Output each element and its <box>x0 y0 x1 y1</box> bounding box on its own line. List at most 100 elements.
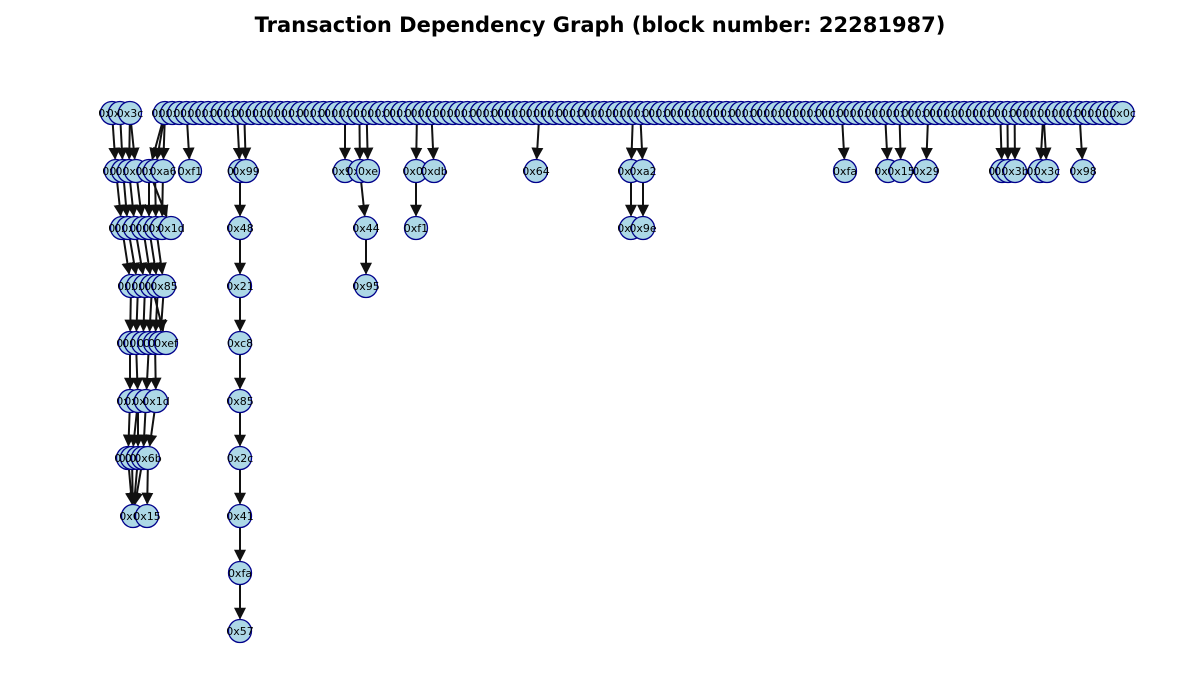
node-label: 0xef <box>154 337 179 350</box>
node-circle <box>1034 158 1060 184</box>
graph-node: 0xc8 <box>227 330 253 356</box>
dependency-edge <box>157 124 170 160</box>
graph-node: 0x1d <box>157 215 185 241</box>
edge-line <box>625 124 638 160</box>
node-label: 0x95 <box>352 280 380 293</box>
dependency-edge <box>126 182 139 217</box>
edge-line <box>182 124 195 160</box>
dependency-edge <box>837 124 850 160</box>
edge-line <box>119 182 132 217</box>
edge-line <box>126 469 139 505</box>
node-circle <box>177 158 203 184</box>
node-label: 0x2c <box>227 452 254 465</box>
node-label: 0xc8 <box>227 337 253 350</box>
dependency-edge <box>1035 124 1048 160</box>
node-label: 0x15 <box>887 165 915 178</box>
graph-node: 0xa2 <box>629 158 657 184</box>
node-label: 0xdb <box>420 165 447 178</box>
node-circle <box>832 158 858 184</box>
edge-line <box>239 124 252 160</box>
dependency-edge <box>145 412 158 447</box>
edge-line <box>894 124 907 160</box>
node-label: 0xfa <box>228 567 252 580</box>
edge-line <box>410 124 423 160</box>
node-label: 0xa2 <box>629 165 656 178</box>
graph-node: 0x41 <box>226 503 254 529</box>
edge-line <box>531 124 544 160</box>
node-circle <box>227 503 253 529</box>
edge-line <box>138 412 151 447</box>
dependency-edge <box>357 182 370 217</box>
node-label: 0xe <box>358 165 378 178</box>
edge-line <box>127 124 140 160</box>
graph-node: 0x15 <box>133 503 161 529</box>
edge-line <box>154 239 167 275</box>
dependency-edge <box>131 469 143 505</box>
dependency-edge <box>128 412 141 447</box>
edge-line <box>128 412 141 447</box>
edge-line <box>126 182 139 217</box>
node-label: 0x15 <box>133 510 161 523</box>
dependency-edge <box>122 412 135 447</box>
edge-line <box>1035 124 1048 160</box>
edge-line <box>920 124 933 160</box>
node-circle <box>1070 158 1096 184</box>
graph-node: 0xfa <box>227 560 253 586</box>
node-label: 0x98 <box>1069 165 1097 178</box>
graph-node: 0x0c <box>1109 100 1136 126</box>
edge-line <box>152 181 169 218</box>
node-circle <box>153 330 179 356</box>
edge-line <box>124 297 137 332</box>
graph-node: 0xf1 <box>177 158 203 184</box>
node-label: 0x9e <box>629 222 657 235</box>
dependency-edge <box>239 124 252 160</box>
dependency-edge <box>182 124 195 160</box>
dependency-edge <box>115 124 128 160</box>
node-circle <box>233 158 259 184</box>
node-circle <box>227 445 253 471</box>
edge-line <box>426 124 439 160</box>
dependency-edge <box>880 124 893 160</box>
dependency-edge <box>894 124 907 160</box>
node-circle <box>227 330 253 356</box>
edge-line <box>1075 124 1088 160</box>
graph-node: 0xfa <box>832 158 858 184</box>
node-circle <box>227 618 253 644</box>
node-circle <box>353 215 379 241</box>
node-circle <box>1002 158 1028 184</box>
edge-line <box>135 239 147 275</box>
graph-node: 0x15 <box>887 158 915 184</box>
graph-node: 0xf1 <box>404 215 428 241</box>
dependency-edge <box>361 124 374 160</box>
edge-line <box>123 124 136 160</box>
graph-node: 0x3c <box>117 100 144 126</box>
graph-node: 0x21 <box>226 273 254 299</box>
edge-line <box>121 239 134 275</box>
node-label: 0x0c <box>1109 107 1136 120</box>
node-label: 0xa6 <box>149 165 176 178</box>
edge-line <box>142 239 155 275</box>
node-circle <box>523 158 549 184</box>
dependency-edge <box>119 182 132 217</box>
node-label: 0x21 <box>226 280 254 293</box>
graph-title: Transaction Dependency Graph (block numb… <box>255 13 946 37</box>
node-label: 0x3c <box>1034 165 1061 178</box>
node-circle <box>630 215 656 241</box>
node-label: 0x57 <box>226 625 254 638</box>
node-circle <box>134 503 160 529</box>
node-label: 0x3b <box>1001 165 1029 178</box>
node-label: 0x3c <box>117 107 144 120</box>
edge-line <box>157 124 170 160</box>
node-circle <box>227 273 253 299</box>
dependency-edge <box>410 124 423 160</box>
dependency-edge <box>148 239 161 275</box>
edge-line <box>108 124 121 160</box>
dependency-edge <box>124 297 137 332</box>
node-circle <box>151 273 177 299</box>
node-circle <box>1110 100 1135 126</box>
graph-node: 0x57 <box>226 618 254 644</box>
dependency-edge <box>625 124 638 160</box>
dependency-edge <box>920 124 933 160</box>
edge-line <box>361 124 374 160</box>
